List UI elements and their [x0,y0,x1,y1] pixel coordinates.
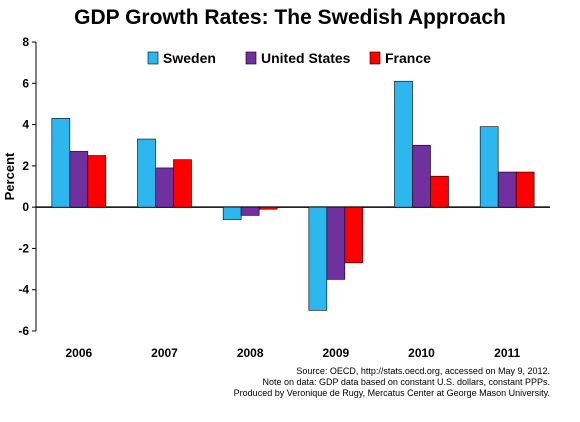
bar-france-2011 [515,171,535,208]
bar-united-states-2010 [412,144,431,208]
credit-note: Produced by Veronique de Rugy, Mercatus … [233,388,550,398]
y-tick-label: 0 [22,200,29,214]
y-tick-label: -6 [18,324,29,338]
bar-sweden-2006 [51,118,71,208]
bar-united-states-2007 [155,167,174,208]
bar-france-2010 [430,175,449,208]
x-tick-label: 2008 [237,346,264,360]
y-tick-label: 4 [22,118,29,132]
bar-united-states-2008 [240,206,260,216]
y-tick-label: -2 [18,241,29,255]
bar-sweden-2008 [222,206,242,220]
x-tick-label: 2009 [322,346,349,360]
legend: Sweden United States France [147,50,431,66]
legend-label-united-states: United States [261,50,351,66]
y-tick-label: 6 [22,76,29,90]
bar-sweden-2011 [479,126,499,208]
footnote: Source: OECD, http://stats.oecd.org, acc… [234,366,550,399]
chart-title: GDP Growth Rates: The Swedish Approach [74,6,506,29]
bars [51,80,535,311]
y-tick-label: -4 [18,283,29,297]
legend-label-sweden: Sweden [163,50,216,66]
y-tick-label: 2 [22,159,29,173]
x-tick-label: 2011 [494,346,520,360]
bar-united-states-2006 [69,151,89,208]
axes: -6 -4 -2 0 2 4 6 8 2006 2007 2008 2009 2010 2011 [18,35,550,360]
x-tick-label: 2007 [151,346,178,360]
source-note: Source: OECD, http://stats.oecd.org, acc… [296,366,550,376]
bar-france-2009 [344,206,364,264]
legend-swatch-united-states [245,51,257,65]
bar-france-2007 [173,159,192,208]
x-tick-label: 2006 [65,346,92,360]
bar-france-2006 [87,155,107,208]
y-axis-label: Percent [2,152,17,200]
legend-label-france: France [385,50,431,66]
bar-sweden-2010 [394,80,413,208]
bar-united-states-2011 [497,171,517,208]
y-tick-label: 8 [22,35,29,49]
bar-united-states-2009 [326,206,346,280]
bar-sweden-2009 [308,206,328,311]
bar-sweden-2007 [137,138,156,208]
legend-swatch-sweden [147,51,159,65]
data-note: Note on data: GDP data based on constant… [262,377,550,387]
bar-france-2008 [258,206,278,210]
x-tick-label: 2010 [408,346,435,360]
legend-swatch-france [369,51,381,65]
